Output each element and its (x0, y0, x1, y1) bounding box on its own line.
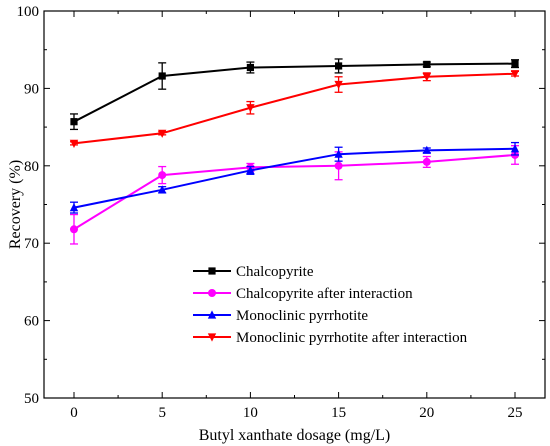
x-tick-label: 15 (331, 405, 346, 421)
data-point (334, 161, 343, 170)
x-tick-label: 25 (508, 405, 523, 421)
legend-marker (208, 289, 216, 297)
legend-marker (207, 310, 217, 319)
legend: Chalcopyrite Chalcopyrite after interacti… (193, 264, 468, 346)
legend-item: Chalcopyrite after interaction (193, 286, 413, 302)
series-line (73, 153, 516, 231)
legend-label: Monoclinic pyrrhotite after interaction (236, 330, 468, 346)
series-line (73, 72, 516, 145)
y-tick-label: 50 (24, 391, 39, 407)
series-1 (69, 58, 520, 131)
axis-ticks: 0 5 10 15 20 25 50 60 70 80 90 100 (17, 4, 545, 421)
series-line (73, 62, 516, 123)
data-point (334, 149, 343, 158)
x-tick-label: 5 (158, 405, 166, 421)
data-point (157, 129, 167, 138)
legend-label: Chalcopyrite after interaction (236, 286, 413, 302)
data-point (158, 171, 167, 180)
series-2 (69, 145, 520, 245)
data-point (246, 104, 255, 113)
x-tick-label: 20 (419, 405, 434, 421)
data-point (335, 62, 343, 70)
data-point (422, 73, 432, 82)
legend-item: Monoclinic pyrrhotite after interaction (193, 330, 468, 346)
y-axis-title: Recovery (%) (7, 160, 24, 249)
data-point (246, 165, 255, 175)
y-tick-label: 80 (24, 159, 39, 175)
data-point (69, 225, 78, 234)
data-point (510, 70, 520, 79)
series-line (73, 147, 516, 209)
y-tick-label: 90 (24, 81, 39, 97)
x-axis-title: Butyl xanthate dosage (mg/L) (199, 427, 391, 444)
series-4 (69, 70, 520, 148)
legend-marker (208, 267, 216, 275)
data-point (423, 60, 431, 69)
legend-label: Monoclinic pyrrhotite (236, 308, 368, 324)
legend-item: Chalcopyrite (193, 264, 314, 280)
data-point (422, 145, 432, 154)
x-tick-label: 10 (243, 405, 258, 421)
data-point (158, 72, 166, 80)
data-point (511, 60, 519, 68)
legend-label: Chalcopyrite (236, 264, 314, 280)
data-point (334, 80, 343, 90)
legend-item: Monoclinic pyrrhotite (193, 308, 368, 324)
y-tick-label: 60 (24, 314, 39, 330)
data-point (422, 157, 431, 166)
data-point (69, 202, 79, 212)
legend-marker (207, 333, 217, 342)
series-3 (69, 141, 520, 214)
data-point (510, 144, 520, 153)
data-point (246, 63, 254, 72)
data-point (69, 139, 79, 148)
data-point (157, 185, 167, 194)
data-point (70, 118, 78, 126)
x-tick-label: 0 (70, 405, 78, 421)
y-tick-label: 100 (17, 4, 40, 20)
y-tick-label: 70 (24, 236, 39, 252)
series-layer (69, 58, 520, 245)
